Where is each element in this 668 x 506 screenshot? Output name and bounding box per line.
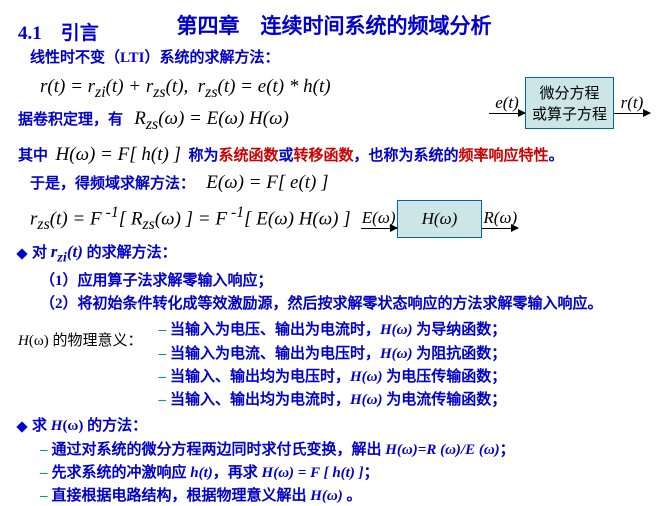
hmean-header: H(ω) 的物理意义： [18, 331, 142, 410]
hmethod-item-2: –先求系统的冲激响应 h(t)，再求 H(ω) = F [ h(t) ]； [40, 463, 650, 483]
convolution-line: 据卷积定理，有 Rzs(ω) = E(ω) H(ω) [18, 106, 489, 135]
equation-5: rzs(t) = F -1[ Rzs(ω) ] = F -1[ E(ω) H(ω… [30, 202, 351, 235]
rzi-header: 对 rzi(t) 的求解方法： [18, 241, 650, 268]
bullet-icon [16, 248, 27, 259]
hmethod-header: 求 H(ω) 的方法： [18, 416, 650, 436]
system-box-2: H(ω) [397, 200, 483, 238]
block-diagram-1: e(t) 微分方程 或算子方程 r(t) [489, 77, 650, 129]
hmethod-item-3: –直接根据电路结构，根据物理意义解出 H(ω) 。 [40, 486, 650, 506]
thus-line: 于是，得频域求解方法： E(ω) = F[ e(t) ] [30, 170, 650, 196]
rzi-item-1: （1）应用算子法求解零输入响应； [40, 271, 650, 291]
hmethod-item-1: –通过对系统的微分方程两边同时求付氏变换，解出 H(ω)=R (ω)/E (ω)… [40, 440, 650, 460]
where-line: 其中 H(ω) = F[ h(t) ] 称为系统函数或转移函数，也称为系统的频率… [18, 142, 650, 168]
bullet-icon [16, 421, 27, 432]
intro-text: 线性时不变（LTI）系统的求解方法： [30, 48, 650, 68]
equation-1: r(t) = rzi(t) + rzs(t), rzs(t) = e(t) * … [40, 74, 489, 103]
hmean-item-2: –当输入为电流、输出为电压时，H(ω) 为阻抗函数； [158, 344, 506, 364]
rzi-item-2: （2）将初始条件转化成等效激励源，然后按求解零状态响应的方法求解零输入响应。 [40, 294, 650, 314]
hmean-item-1: –当输入为电压、输出为电流时，H(ω) 为导纳函数； [158, 320, 506, 340]
block-diagram-2: E(ω) H(ω) R(ω) [361, 200, 519, 238]
system-box-1: 微分方程 或算子方程 [525, 77, 614, 129]
hmean-item-3: –当输入、输出均为电压时，H(ω) 为电压传输函数； [158, 367, 506, 387]
hmean-item-4: –当输入、输出均为电流时，H(ω) 为电流传输函数； [158, 390, 506, 410]
